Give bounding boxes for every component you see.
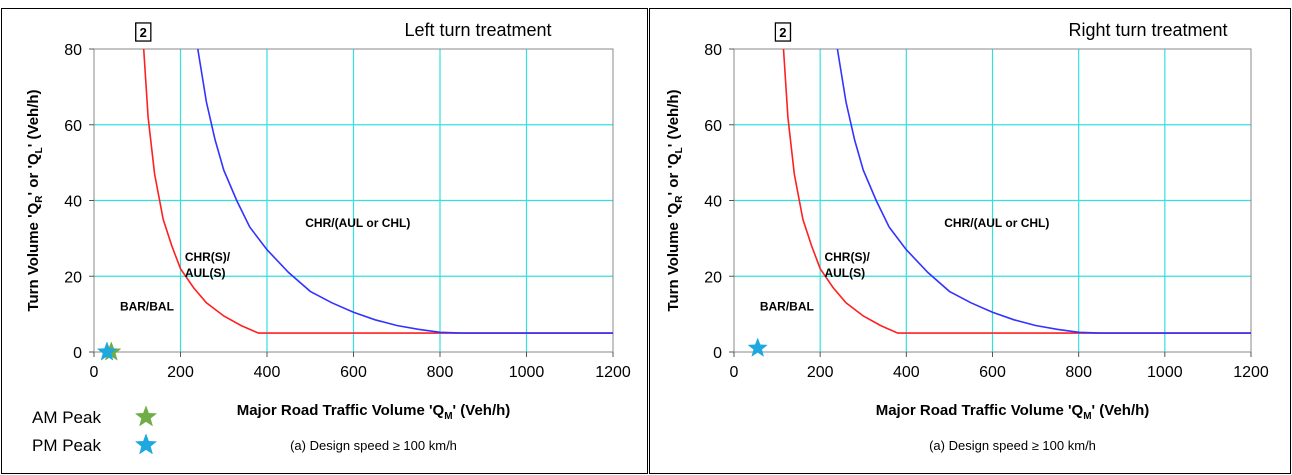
star-pm-peak-icon	[96, 341, 118, 361]
label-subscript: L	[34, 147, 45, 153]
x-tick-label: 600	[979, 364, 1006, 381]
left-turn-chart: 02004006008001000120002040608012BAR/BALC…	[25, 20, 631, 455]
left-turn-panel: 02004006008001000120002040608012BAR/BALC…	[1, 8, 648, 474]
x-tick-label: 1200	[1233, 364, 1269, 381]
region-label-line: AUL(S)	[824, 266, 865, 280]
y-tick-label: 60	[64, 118, 82, 135]
curve-2-line	[836, 48, 1251, 334]
label-part: ' or 'Q	[25, 153, 42, 195]
x-tick-label: 200	[167, 364, 194, 381]
curve-label-frame	[135, 22, 152, 42]
label-part: ' (Veh/h)	[665, 89, 682, 147]
panel-caption: (a) Design speed ≥ 100 km/h	[929, 438, 1096, 453]
y-tick-label: 20	[704, 269, 722, 286]
y-tick-label: 0	[73, 345, 82, 362]
y-tick-label: 40	[704, 194, 722, 211]
curve-label-text: 2	[140, 25, 147, 40]
region-label-line: BAR/BAL	[760, 299, 814, 313]
label-subscript: L	[674, 147, 685, 153]
region-label-line: AUL(S)	[185, 266, 226, 280]
grid	[734, 49, 1251, 352]
x-tick-label: 1200	[595, 364, 631, 381]
legend-star-am-peak-icon	[134, 405, 158, 427]
legend-star-pm-peak-icon	[134, 433, 158, 455]
region-label: CHR(S)/ AUL(S)	[185, 250, 231, 280]
panel-title: Right turn treatment	[1068, 20, 1227, 40]
x-axis-label: Major Road Traffic Volume 'QM' (Veh/h)	[876, 402, 1150, 422]
legend-label-am-peak: AM Peak	[32, 408, 101, 427]
region-label-line: CHR/(AUL or CHL)	[944, 216, 1049, 230]
region-label-line: CHR/(AUL or CHL)	[305, 216, 410, 230]
region-label: BAR/BAL	[760, 299, 814, 313]
region-label-line: BAR/BAL	[120, 299, 174, 313]
x-tick-label: 800	[1065, 364, 1092, 381]
y-tick-label: 80	[64, 42, 82, 59]
x-tick-label: 400	[254, 364, 281, 381]
region-label: CHR/(AUL or CHL)	[305, 216, 410, 230]
region-label: BAR/BAL	[120, 299, 174, 313]
x-tick-label: 600	[340, 364, 367, 381]
label-part: Turn Volume 'Q	[25, 202, 42, 311]
legend-label-pm-peak: PM Peak	[32, 436, 101, 455]
curve-label-box-2: 2	[774, 22, 792, 42]
curve-1-line	[782, 48, 1251, 334]
y-tick-label: 60	[704, 118, 722, 135]
label-subscript: R	[34, 195, 45, 203]
x-tick-label: 200	[807, 364, 834, 381]
label-part: ' (Veh/h)	[25, 89, 42, 147]
right-turn-panel: 02004006008001000120002040608012BAR/BALC…	[649, 8, 1291, 474]
x-tick-label: 1000	[509, 364, 545, 381]
label-part: ' or 'Q	[665, 153, 682, 195]
x-tick-label: 1000	[1147, 364, 1183, 381]
x-tick-label: 0	[90, 364, 99, 381]
region-label-line: CHR(S)/	[185, 250, 231, 264]
y-tick-label: 20	[64, 269, 82, 286]
label-part: ' (Veh/h)	[453, 402, 511, 419]
label-part: Major Road Traffic Volume 'Q	[876, 402, 1084, 419]
y-tick-label: 0	[713, 345, 722, 362]
curve-label-text: 2	[779, 25, 786, 40]
x-tick-label: 800	[427, 364, 454, 381]
label-subscript: R	[674, 195, 685, 203]
y-axis-label: Turn Volume 'QR' or 'QL' (Veh/h)	[25, 89, 45, 311]
panel-title: Left turn treatment	[404, 20, 551, 40]
label-part: Major Road Traffic Volume 'Q	[237, 402, 445, 419]
curve-2-line	[197, 48, 613, 334]
y-tick-label: 40	[64, 194, 82, 211]
region-label: CHR/(AUL or CHL)	[944, 216, 1049, 230]
x-tick-label: 400	[893, 364, 920, 381]
label-subscript: M	[1083, 411, 1091, 422]
x-axis-label: Major Road Traffic Volume 'QM' (Veh/h)	[237, 402, 511, 422]
label-part: Turn Volume 'Q	[665, 202, 682, 311]
curve-label-box-2: 2	[135, 22, 152, 42]
curve-label-frame	[774, 22, 792, 42]
curve-1-line	[142, 48, 613, 334]
right-turn-chart: 02004006008001000120002040608012BAR/BALC…	[665, 20, 1269, 453]
region-label-line: CHR(S)/	[824, 250, 870, 264]
x-tick-label: 0	[730, 364, 739, 381]
grid	[94, 49, 613, 352]
star-pm-peak-icon	[747, 337, 768, 357]
y-tick-label: 80	[704, 42, 722, 59]
label-subscript: M	[444, 411, 452, 422]
y-axis-label: Turn Volume 'QR' or 'QL' (Veh/h)	[665, 89, 685, 311]
label-part: ' (Veh/h)	[1092, 402, 1150, 419]
panel-caption: (a) Design speed ≥ 100 km/h	[290, 438, 457, 453]
region-label: CHR(S)/ AUL(S)	[824, 250, 870, 280]
